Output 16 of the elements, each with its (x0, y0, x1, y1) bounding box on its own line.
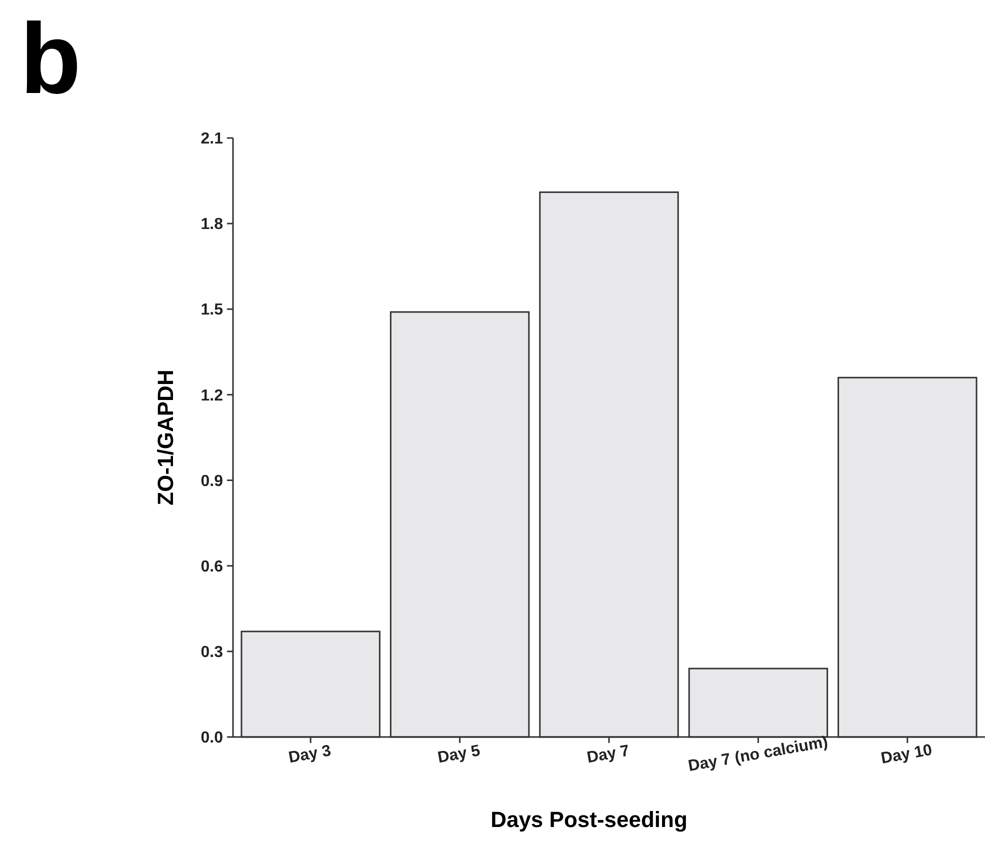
y-tick-label: 0.9 (200, 472, 224, 490)
y-tick-label: 0.3 (200, 644, 224, 662)
x-tick-label: Day 3 (287, 742, 332, 767)
x-tick-label: Day 10 (880, 742, 934, 768)
y-tick-label: 0.6 (200, 558, 224, 576)
y-axis-title: ZO-1/GAPDH (153, 370, 178, 506)
x-tick-label: Day 7 (586, 742, 631, 767)
y-tick-label: 1.8 (200, 216, 224, 234)
y-tick-label: 1.2 (200, 387, 224, 404)
x-tick-label: Day 7 (no calcium) (687, 734, 830, 776)
x-tick-label: Day 5 (436, 742, 482, 767)
y-tick-label: 2.1 (200, 130, 224, 148)
text: b (20, 3, 82, 115)
x-axis-title: Days Post-seeding (490, 807, 688, 832)
y-tick-label: 0.0 (200, 730, 224, 747)
y-tick-label: 1.5 (200, 302, 224, 319)
